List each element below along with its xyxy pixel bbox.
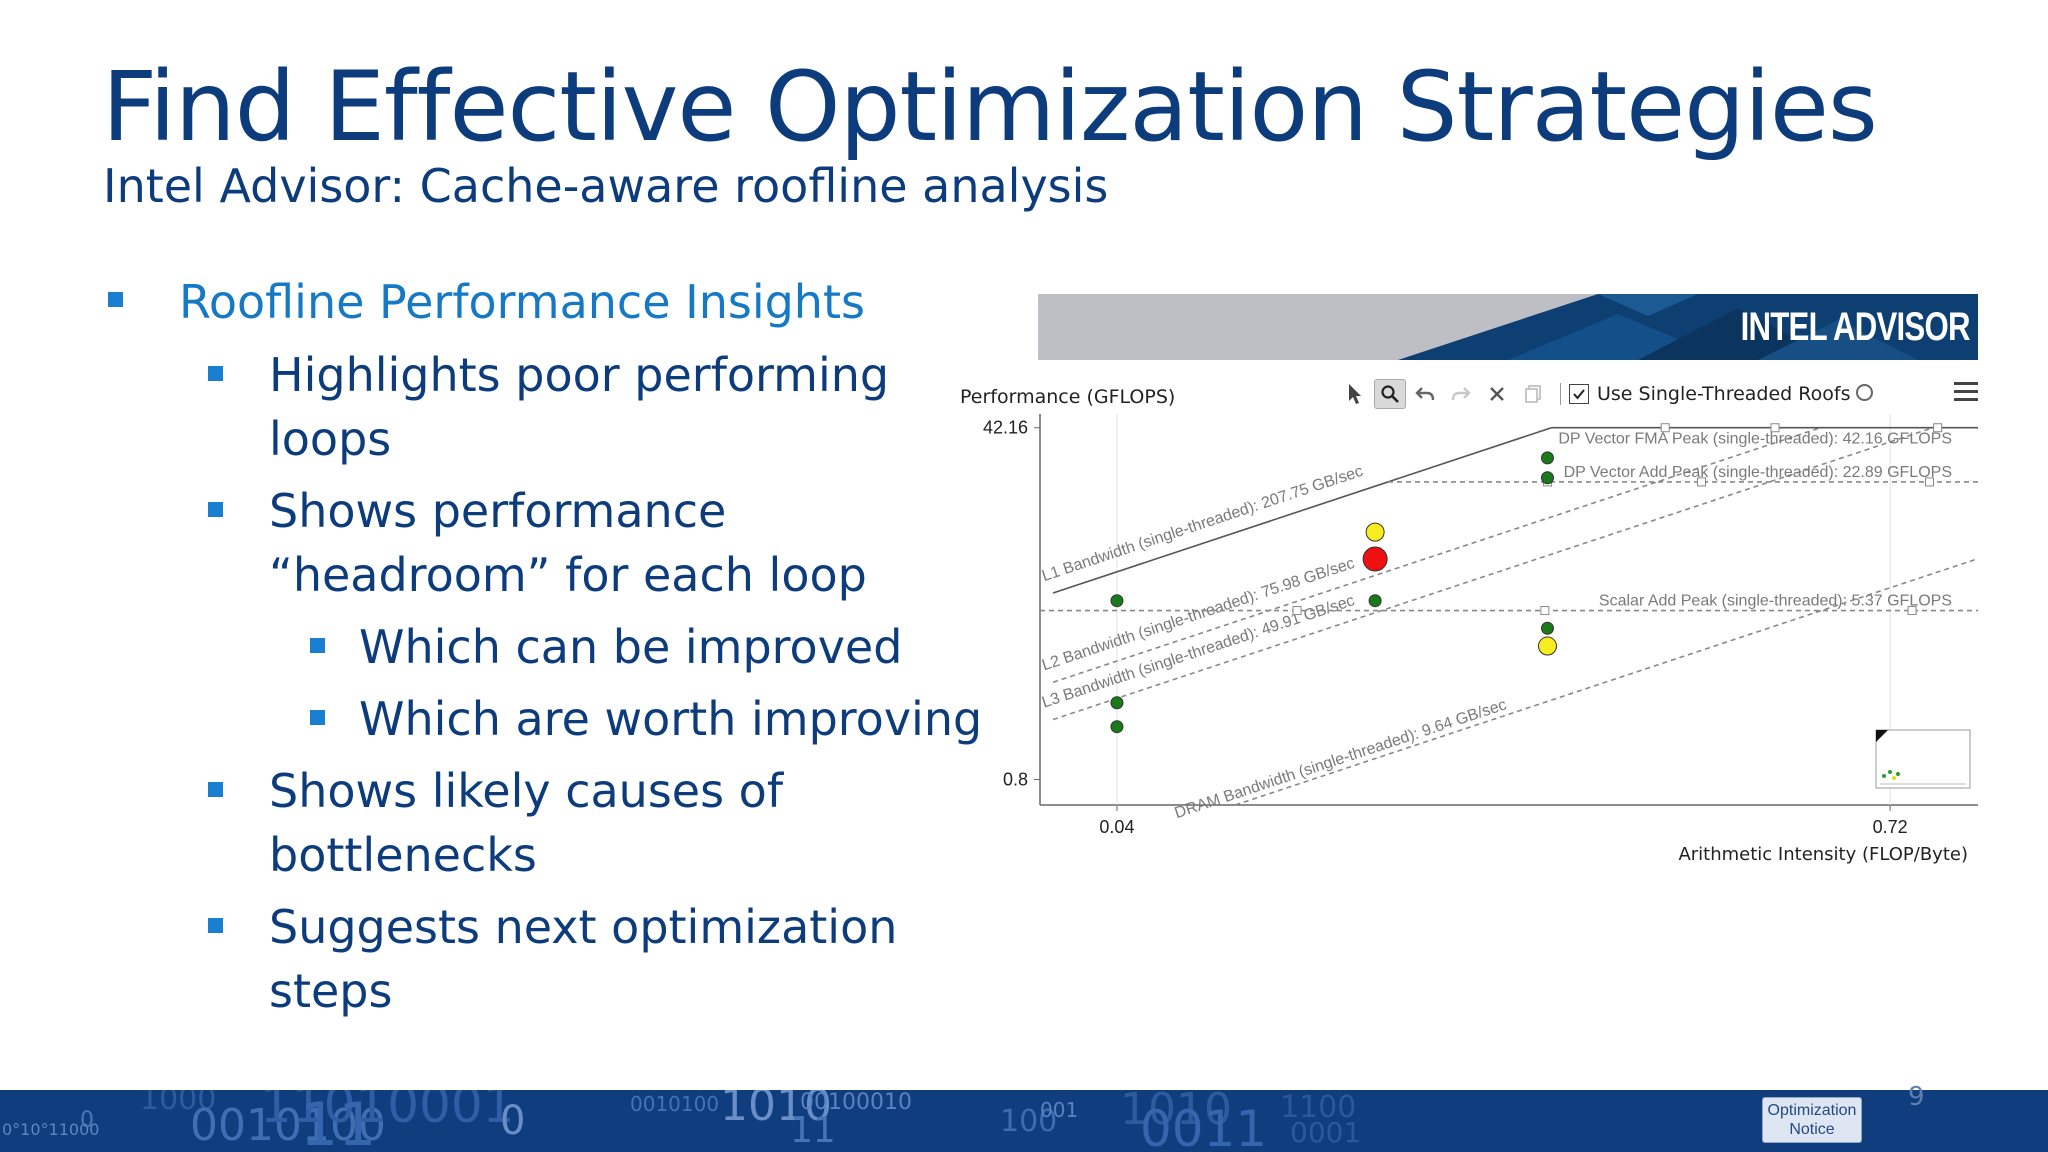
toolbar-separator xyxy=(1560,383,1561,405)
roof-marker xyxy=(1907,606,1917,616)
optimization-notice-line2: Notice xyxy=(1789,1121,1835,1138)
bullet-causes-line2: bottlenecks xyxy=(269,828,537,882)
bullet-marker xyxy=(310,710,325,725)
binary-decoration: 1010 xyxy=(720,1090,832,1131)
loop-data-point xyxy=(1540,451,1554,465)
optimization-notice-button[interactable]: Optimization Notice xyxy=(1762,1097,1862,1143)
bullet-marker xyxy=(208,502,223,517)
bullet-next-steps-line2: steps xyxy=(269,964,393,1018)
close-icon[interactable] xyxy=(1480,378,1514,410)
bullet-marker xyxy=(310,638,325,653)
compute-roof-label: Scalar Add Peak (single-threaded): 5.37 … xyxy=(1599,593,1952,610)
binary-decoration: 11010001 xyxy=(260,1090,515,1134)
binary-decoration: 11 xyxy=(790,1110,836,1151)
bullet-marker xyxy=(108,292,123,307)
bullet-marker xyxy=(208,782,223,797)
compute-roof-label: DP Vector FMA Peak (single-threaded): 42… xyxy=(1558,431,1952,448)
optimization-notice-line1: Optimization xyxy=(1767,1102,1857,1119)
binary-decoration: 0011 xyxy=(1140,1100,1268,1152)
loop-data-point xyxy=(1110,720,1124,734)
loop-data-point xyxy=(1365,522,1385,542)
binary-decoration: 1010 xyxy=(1120,1090,1232,1135)
loop-data-point xyxy=(1540,471,1554,485)
x-tick-label: 0.04 xyxy=(1099,817,1134,837)
binary-decoration: 00100010 xyxy=(800,1090,912,1115)
binary-decoration: 1000 xyxy=(140,1090,217,1117)
y-tick-label: 0.8 xyxy=(1003,769,1028,789)
roof-marker xyxy=(1696,477,1706,487)
advisor-roofline-figure: INTEL ADVISOR Performance (GFLOPS) Use S… xyxy=(958,290,1988,880)
roof-marker xyxy=(1770,423,1780,433)
footer-band: 0°10°11000 0 1000 0010100 11010001 11 0 0010100… xyxy=(0,1090,2048,1152)
undo-icon[interactable] xyxy=(1408,378,1442,410)
binary-decoration: 0001 xyxy=(1290,1116,1362,1149)
hamburger-menu-icon[interactable] xyxy=(1954,382,1978,402)
minimap-point xyxy=(1896,772,1900,776)
loop-data-point xyxy=(1537,636,1557,656)
bullet-headroom-line1: Shows performance xyxy=(269,484,727,538)
binary-decoration: 001 xyxy=(1040,1098,1079,1122)
minimap-point xyxy=(1892,776,1896,780)
bullet-marker xyxy=(208,918,223,933)
page-number: 9 xyxy=(1908,1082,1925,1112)
slide-title: Find Effective Optimization Strategies xyxy=(102,51,1878,163)
bullet-marker xyxy=(208,366,223,381)
zoom-icon[interactable] xyxy=(1374,379,1406,409)
bandwidth-roof-line xyxy=(1234,557,1979,806)
binary-decoration: 100 xyxy=(1000,1104,1058,1139)
bullet-causes-line1: Shows likely causes of xyxy=(269,764,784,818)
y-tick-label: 42.16 xyxy=(983,418,1028,438)
single-threaded-roofs-label: Use Single-Threaded Roofs xyxy=(1597,383,1851,405)
advisor-banner: INTEL ADVISOR xyxy=(1038,294,1978,360)
binary-decoration: 0010100 xyxy=(630,1092,720,1116)
minimap-point xyxy=(1888,770,1892,774)
bandwidth-roof-line xyxy=(1052,426,1552,594)
bandwidth-roof-line xyxy=(1052,426,1934,721)
roof-marker xyxy=(1660,423,1670,433)
pointer-icon[interactable] xyxy=(1338,378,1372,410)
loop-data-point xyxy=(1362,546,1388,572)
roof-marker xyxy=(1933,423,1943,433)
binary-decoration: 0 xyxy=(80,1108,94,1133)
x-axis-label: Arithmetic Intensity (FLOP/Byte) xyxy=(1678,844,1968,865)
binary-decoration: 0°10°11000 xyxy=(2,1120,100,1139)
binary-decoration: 0010100 xyxy=(190,1100,386,1151)
bandwidth-roof-label: DRAM Bandwidth (single-threaded): 9.64 G… xyxy=(1173,696,1509,822)
binary-decoration: 11 xyxy=(300,1090,377,1152)
bullet-headroom-line2: “headroom” for each loop xyxy=(269,548,867,602)
advisor-brand-logo: INTEL ADVISOR xyxy=(1740,305,1971,349)
info-icon[interactable] xyxy=(1856,383,1874,401)
banner-graphic xyxy=(1398,294,1978,360)
loop-data-point xyxy=(1540,621,1554,635)
compute-roof-label: DP Vector Add Peak (single-threaded): 22… xyxy=(1564,464,1952,481)
loop-data-point xyxy=(1110,696,1124,710)
minimap-corner xyxy=(1876,730,1888,742)
bullet-next-steps-line1: Suggests next optimization xyxy=(269,900,898,954)
roof-marker xyxy=(1292,606,1302,616)
loop-data-point xyxy=(1110,594,1124,608)
bullet-worth-improving: Which are worth improving xyxy=(359,692,983,746)
y-axis-label: Performance (GFLOPS) xyxy=(960,386,1176,408)
binary-decoration: 1100 xyxy=(1280,1090,1357,1125)
bullet-list: Roofline Performance Insights Highlights… xyxy=(0,0,983,1080)
bullet-highlights-line1: Highlights poor performing xyxy=(269,348,890,402)
binary-decoration: 0 xyxy=(500,1098,526,1144)
roof-marker xyxy=(1540,606,1550,616)
minimap-point xyxy=(1882,774,1886,778)
minimap-thumbnail xyxy=(1875,729,1971,789)
bullet-can-be-improved: Which can be improved xyxy=(359,620,903,674)
x-tick-label: 0.72 xyxy=(1873,817,1908,837)
bullet-roofline-insights: Roofline Performance Insights xyxy=(179,275,865,329)
bullet-highlights-line2: loops xyxy=(269,412,392,466)
slide-subtitle: Intel Advisor: Cache-aware roofline anal… xyxy=(103,159,1109,213)
roofline-toolbar: Use Single-Threaded Roofs xyxy=(1338,376,1874,412)
loop-data-point xyxy=(1368,594,1382,608)
roof-marker xyxy=(1924,477,1934,487)
copy-icon[interactable] xyxy=(1516,378,1550,410)
redo-icon[interactable] xyxy=(1444,378,1478,410)
single-threaded-roofs-checkbox[interactable] xyxy=(1569,384,1589,404)
